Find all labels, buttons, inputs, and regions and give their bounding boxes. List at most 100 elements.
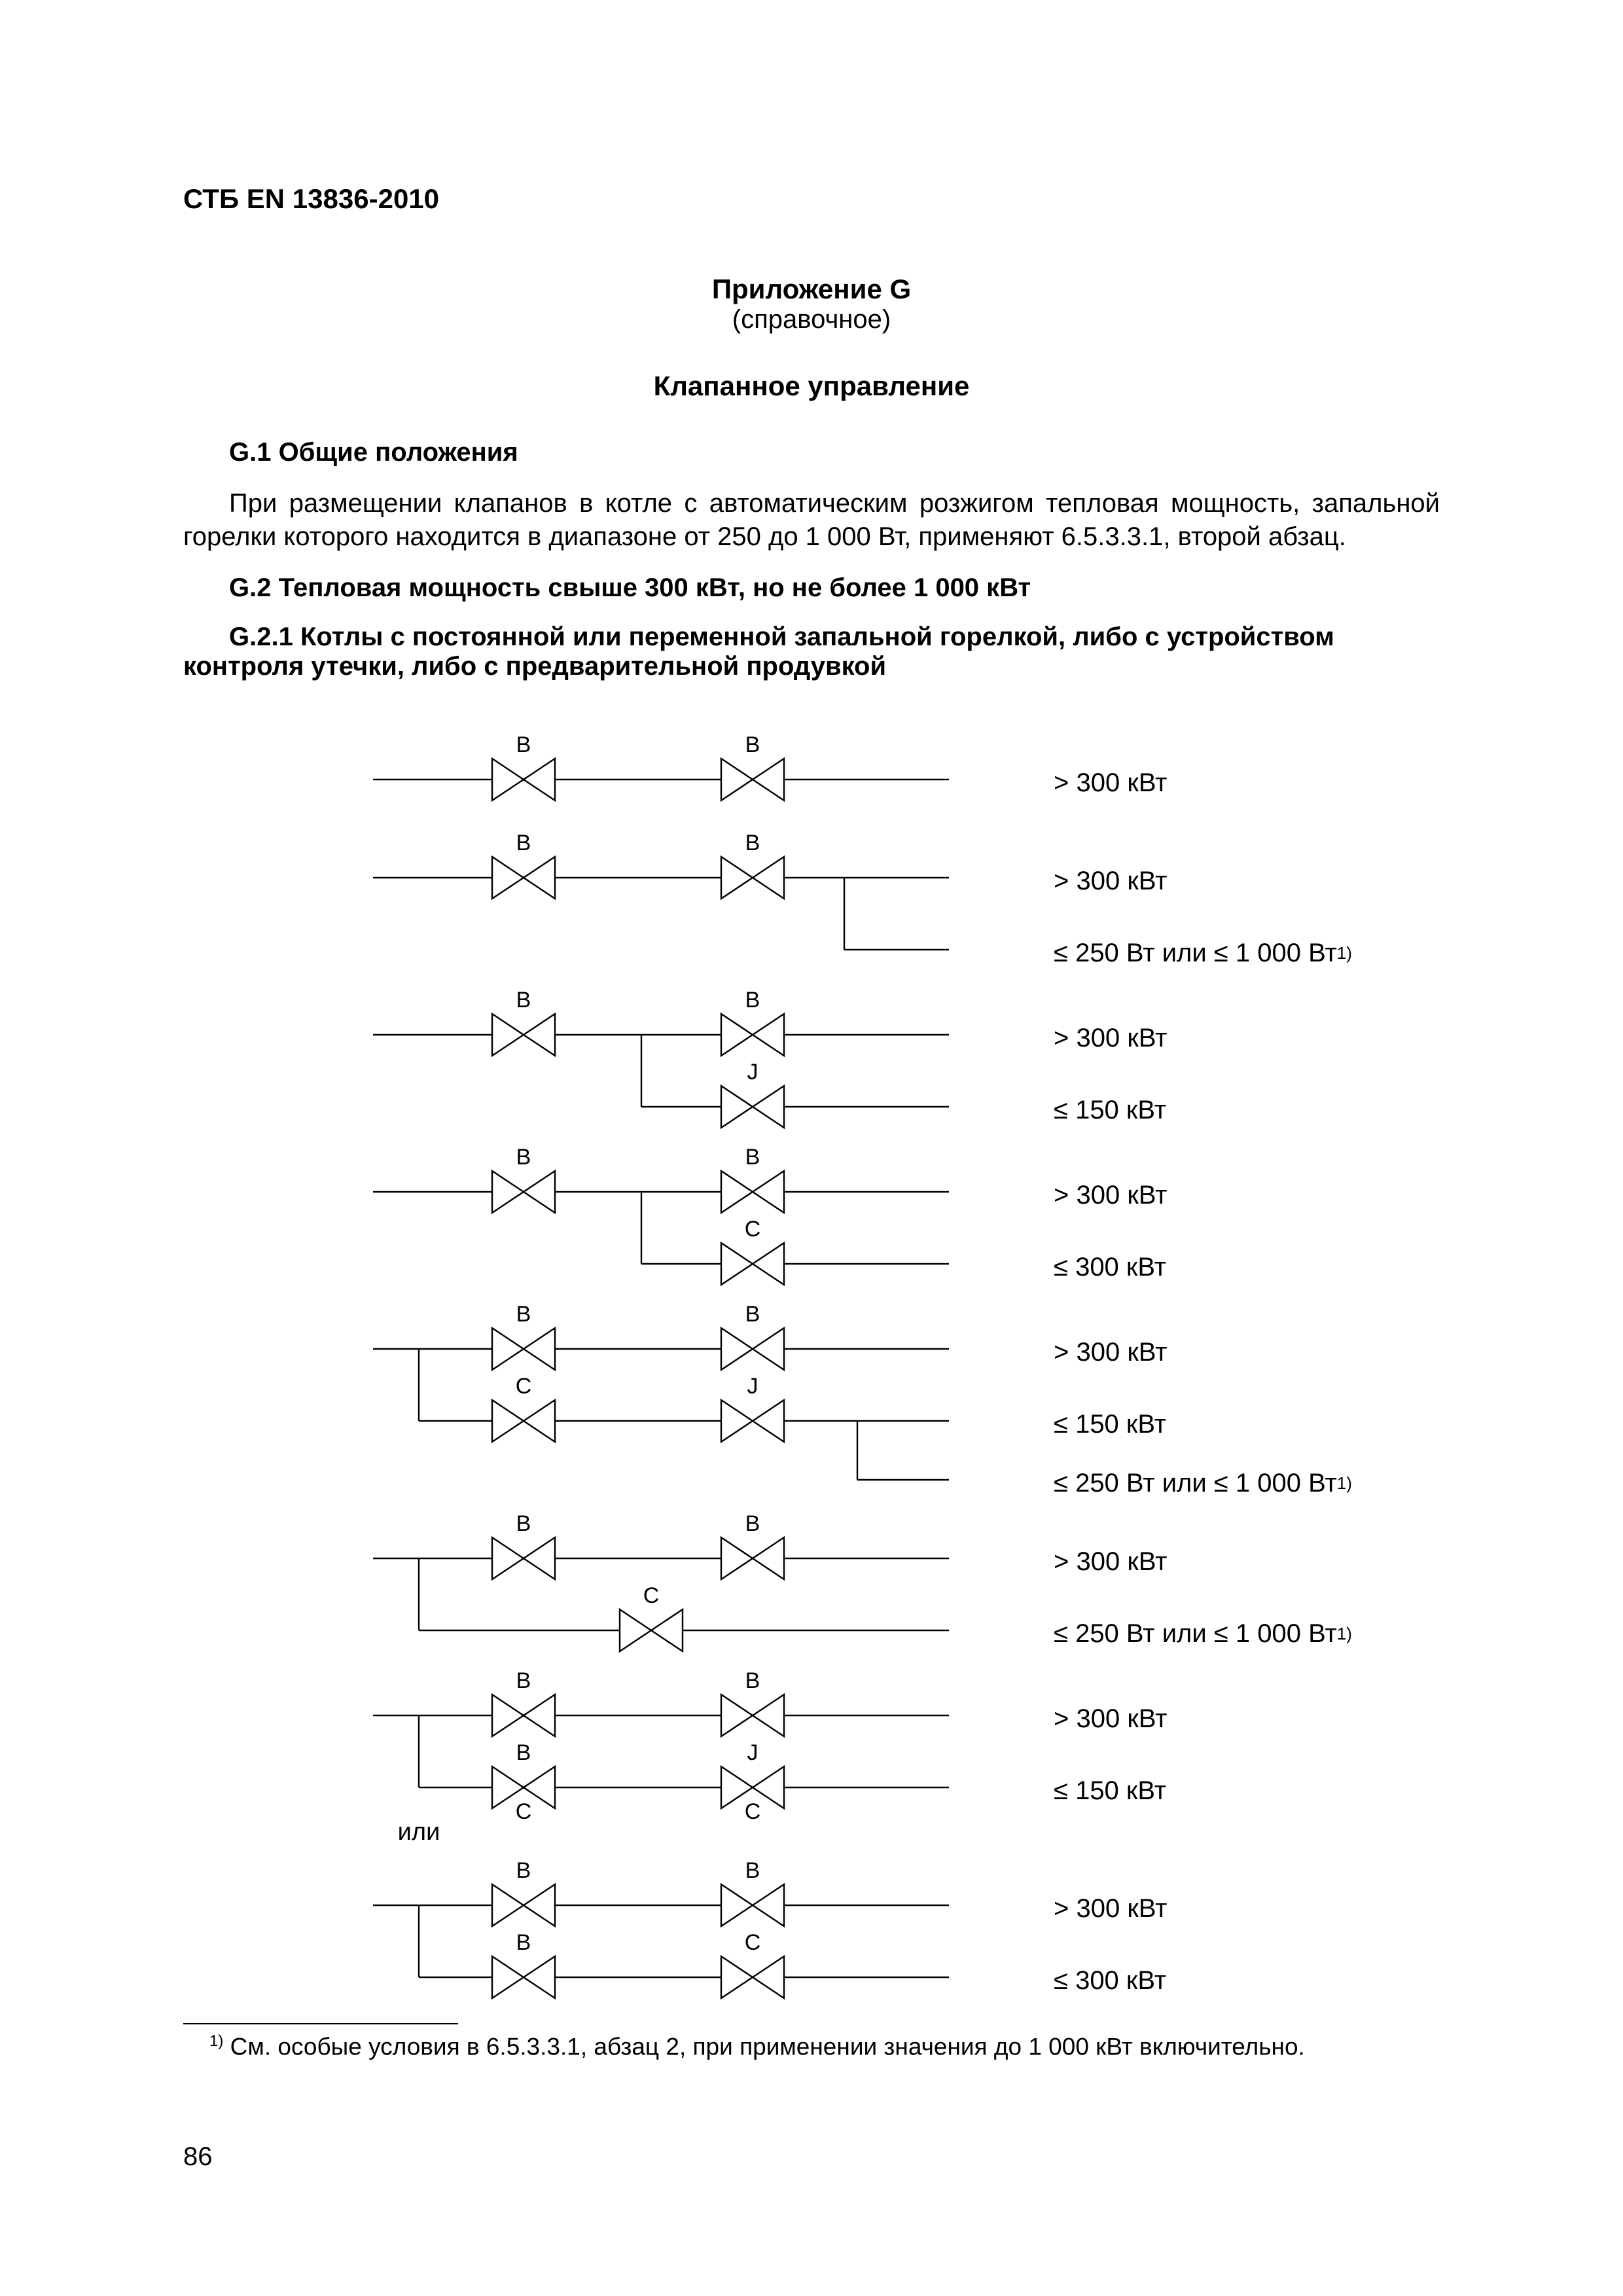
- valve-diagrams: BB> 300 кВтBB> 300 кВт≤ 250 Вт или ≤ 1 0…: [347, 708, 1440, 2003]
- valve-icon: B: [492, 831, 555, 899]
- footnote-rule: [183, 2023, 458, 2024]
- diagram-labels: > 300 кВт ≤ 300 кВт: [975, 1133, 1440, 1290]
- valve-icon: B: [721, 1511, 784, 1579]
- svg-text:C: C: [516, 1799, 532, 1824]
- diagram-row: B B C > 300 кВт ≤ 250 Вт или ≤ 1 000 Вт 1): [347, 1499, 1440, 1657]
- svg-text:B: B: [745, 988, 760, 1013]
- footnote: 1) См. особые условия в 6.5.3.3.1, абзац…: [183, 2032, 1440, 2060]
- diagram-svg: B B J: [347, 976, 975, 1133]
- svg-text:B: B: [516, 988, 531, 1013]
- power-label: > 300 кВт: [1054, 1891, 1168, 1926]
- power-label: > 300 кВт: [1054, 765, 1168, 800]
- valve-icon: B: [721, 1145, 784, 1213]
- appendix-subtitle: (справочное): [183, 305, 1440, 334]
- svg-text:B: B: [516, 1668, 531, 1693]
- power-label: > 300 кВт: [1054, 1335, 1168, 1370]
- power-label: ≤ 300 кВт: [1054, 1963, 1166, 1998]
- diagram-svg: BB: [347, 708, 975, 819]
- power-label: > 300 кВт: [1054, 1177, 1168, 1213]
- section-g1-title: G.1 Общие положения: [183, 438, 1440, 467]
- svg-text:C: C: [745, 1930, 761, 1955]
- diagram-row: B B J > 300 кВт≤ 150 кВт: [347, 976, 1440, 1133]
- svg-text:B: B: [745, 1145, 760, 1170]
- diagram-svg: BBBJCCили: [347, 1657, 975, 1853]
- valve-icon: J: [721, 1060, 784, 1128]
- power-label: > 300 кВт: [1054, 1701, 1168, 1736]
- valve-icon: B: [492, 732, 555, 800]
- valve-icon: B: [721, 988, 784, 1056]
- diagram-svg: B B C: [347, 1499, 975, 1657]
- svg-text:C: C: [516, 1374, 532, 1399]
- section-g2-title: G.2 Тепловая мощность свыше 300 кВт, но …: [183, 573, 1440, 603]
- svg-text:C: C: [643, 1583, 660, 1608]
- diagram-svg: B B C: [347, 1133, 975, 1290]
- valve-icon: B: [721, 1302, 784, 1370]
- power-label: ≤ 300 кВт: [1054, 1249, 1166, 1285]
- valve-icon: B: [492, 1145, 555, 1213]
- svg-text:J: J: [747, 1060, 758, 1085]
- svg-text:B: B: [516, 1930, 531, 1955]
- valve-icon: B: [492, 1668, 555, 1736]
- valve-icon: C: [492, 1374, 555, 1442]
- valve-icon: B: [721, 1668, 784, 1736]
- diagram-row: BBBJCCили> 300 кВт≤ 150 кВт: [347, 1657, 1440, 1853]
- diagram-labels: > 300 кВт ≤ 300 кВт: [975, 1853, 1440, 2003]
- diagram-labels: > 300 кВт ≤ 250 Вт или ≤ 1 000 Вт 1): [975, 1499, 1440, 1657]
- diagram-row: B B C J > 300 кВт ≤ 150 кВт ≤ 250 Вт или ≤ 1 0…: [347, 1290, 1440, 1499]
- doc-header: СТБ EN 13836-2010: [183, 183, 1440, 215]
- valve-icon: B: [721, 732, 784, 800]
- diagram-labels: > 300 кВт≤ 150 кВт: [975, 976, 1440, 1133]
- footnote-text: См. особые условия в 6.5.3.3.1, абзац 2,…: [230, 2034, 1305, 2060]
- valve-icon: C: [721, 1930, 784, 1998]
- valve-icon: B: [492, 1302, 555, 1370]
- svg-text:C: C: [745, 1217, 761, 1242]
- diagram-row: B B C > 300 кВт ≤ 300 кВт: [347, 1133, 1440, 1290]
- diagram-row: BB> 300 кВт≤ 250 Вт или ≤ 1 000 Вт 1): [347, 819, 1440, 976]
- chapter-title: Клапанное управление: [183, 370, 1440, 402]
- svg-text:B: B: [516, 1302, 531, 1327]
- power-label: ≤ 250 Вт или ≤ 1 000 Вт 1): [1054, 1465, 1352, 1501]
- diagram-labels: > 300 кВт: [975, 708, 1440, 819]
- svg-text:B: B: [745, 732, 760, 757]
- page-number: 86: [183, 2142, 213, 2172]
- diagram-row: BB> 300 кВт: [347, 708, 1440, 819]
- svg-text:B: B: [745, 831, 760, 855]
- valve-icon: B: [492, 988, 555, 1056]
- power-label: > 300 кВт: [1054, 1544, 1168, 1579]
- svg-text:B: B: [516, 1511, 531, 1536]
- svg-text:C: C: [745, 1799, 761, 1824]
- valve-icon: B: [492, 1930, 555, 1998]
- svg-text:B: B: [516, 1145, 531, 1170]
- svg-text:B: B: [516, 1740, 531, 1765]
- section-g21-title: G.2.1 Котлы с постоянной или переменной …: [183, 622, 1440, 681]
- footnote-marker: 1): [209, 2032, 223, 2050]
- svg-text:B: B: [516, 732, 531, 757]
- valve-icon: C: [620, 1583, 683, 1651]
- diagram-svg: B B B C: [347, 1853, 975, 2003]
- valve-icon: B: [721, 831, 784, 899]
- valve-icon: J: [721, 1740, 784, 1808]
- svg-text:B: B: [745, 1668, 760, 1693]
- power-label: > 300 кВт: [1054, 863, 1168, 899]
- diagram-row: B B B C > 300 кВт ≤ 300 кВт: [347, 1853, 1440, 2003]
- valve-icon: B: [492, 1858, 555, 1926]
- power-label: ≤ 150 кВт: [1054, 1773, 1166, 1808]
- power-label: ≤ 250 Вт или ≤ 1 000 Вт 1): [1054, 935, 1352, 971]
- power-label: ≤ 250 Вт или ≤ 1 000 Вт 1): [1054, 1616, 1352, 1651]
- valve-icon: B: [492, 1740, 555, 1808]
- diagram-labels: > 300 кВт ≤ 150 кВт: [975, 1657, 1440, 1853]
- valve-icon: B: [492, 1511, 555, 1579]
- diagram-svg: B B C J: [347, 1290, 975, 1499]
- svg-text:J: J: [747, 1740, 758, 1765]
- svg-text:B: B: [745, 1511, 760, 1536]
- svg-text:B: B: [745, 1858, 760, 1883]
- diagram-svg: BB: [347, 819, 975, 976]
- svg-text:B: B: [516, 1858, 531, 1883]
- power-label: ≤ 150 кВт: [1054, 1407, 1166, 1442]
- svg-text:J: J: [747, 1374, 758, 1399]
- svg-text:B: B: [745, 1302, 760, 1327]
- power-label: ≤ 150 кВт: [1054, 1092, 1166, 1128]
- svg-text:B: B: [516, 831, 531, 855]
- diagram-labels: > 300 кВт ≤ 250 Вт или ≤ 1 000 Вт 1): [975, 819, 1440, 976]
- section-g1-body: При размещении клапанов в котле с автома…: [183, 487, 1440, 554]
